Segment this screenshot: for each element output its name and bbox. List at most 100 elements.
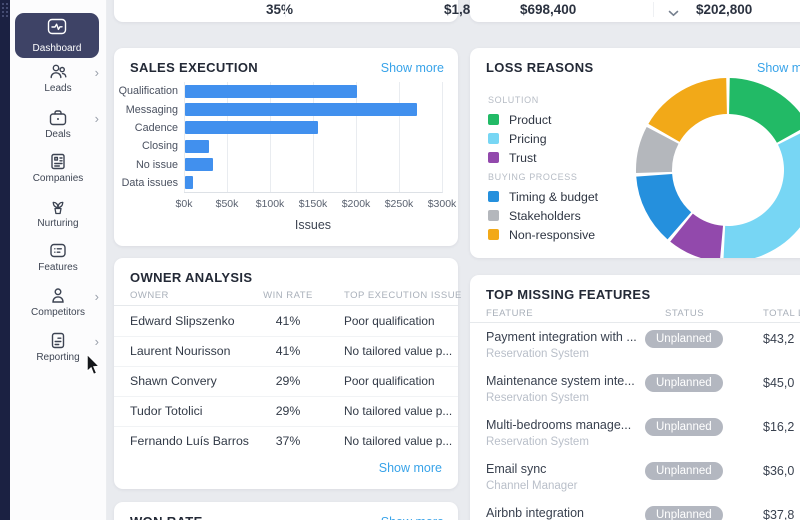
feature-name: Payment integration with ... — [486, 330, 637, 344]
sidebar-nav: Dashboard Leads › D — [10, 0, 107, 520]
owner-table-row[interactable]: Tudor Totolici 29% No tailored value p... — [114, 396, 458, 427]
column-header-win-rate: WIN RATE — [263, 290, 313, 301]
x-tick-label: $0k — [175, 198, 193, 210]
divider — [114, 305, 458, 306]
legend-swatch — [488, 114, 499, 125]
legend-label: Product — [509, 112, 552, 127]
stat-value: $698,400 — [520, 2, 577, 17]
legend-swatch — [488, 133, 499, 144]
x-tick-label: $50k — [215, 198, 239, 210]
chevron-right-icon: › — [94, 111, 99, 126]
feature-category: Reservation System — [486, 436, 589, 448]
sidebar-item-reporting[interactable]: Reporting › — [10, 331, 106, 363]
feature-table-row[interactable]: Maintenance system inte... Reservation Sy… — [470, 371, 800, 415]
card-title: WON RATE — [130, 514, 203, 520]
legend-item: Timing & budget — [488, 187, 598, 206]
x-tick-label: $200k — [341, 198, 371, 210]
bar-data-issues — [185, 176, 193, 190]
sidebar-item-competitors[interactable]: Competitors › — [10, 286, 106, 318]
sidebar-item-leads[interactable]: Leads › — [10, 62, 106, 94]
x-tick-label: $150k — [298, 198, 328, 210]
owner-top-issue: No tailored value p... — [344, 434, 453, 448]
competitors-icon — [48, 286, 68, 305]
owner-table-row[interactable]: Fernando Luís Barros 37% No tailored value… — [114, 426, 458, 456]
owner-top-issue: No tailored value p... — [344, 404, 453, 418]
owner-win-rate: 37% — [275, 434, 301, 448]
sidebar-item-label: Competitors — [31, 307, 85, 318]
nurturing-icon — [48, 197, 68, 216]
divider — [653, 2, 654, 17]
owner-name: Laurent Nourisson — [130, 344, 231, 358]
feature-table-row[interactable]: Multi-bedrooms manage... Reservation Syst… — [470, 415, 800, 459]
owner-top-issue: Poor qualification — [344, 374, 435, 388]
feature-table-row[interactable]: Airbnb integration Unplanned $37,8 — [470, 503, 800, 520]
owner-win-rate: 41% — [275, 314, 301, 328]
feature-table-row[interactable]: Payment integration with ... Reservation … — [470, 327, 800, 371]
sidebar-item-features[interactable]: Features — [10, 241, 106, 273]
legend-label: Trust — [509, 150, 537, 165]
x-axis-label: Issues — [294, 218, 332, 232]
donut-legend: SOLUTION Product Pricing Trust BUYING PROCES… — [488, 90, 598, 244]
sidebar-item-deals[interactable]: Deals › — [10, 108, 106, 140]
owner-analysis-card: OWNER ANALYSIS OWNER WIN RATE TOP EXECUT… — [114, 258, 461, 489]
owner-analysis-show-more-link[interactable]: Show more — [378, 461, 442, 475]
loss-reasons-show-more-link[interactable]: Show more — [757, 61, 800, 75]
feature-name: Airbnb integration — [486, 506, 584, 520]
top-missing-features-card: TOP MISSING FEATURES FEATURE STATUS TOTA… — [470, 275, 800, 520]
legend-label: Stakeholders — [509, 208, 581, 223]
owner-table-row[interactable]: Edward Slipszenko 41% Poor qualification — [114, 306, 458, 337]
bar-category-label: Cadence — [134, 121, 178, 134]
bar-messaging — [185, 103, 418, 116]
divider — [285, 2, 286, 17]
feature-name: Email sync — [486, 462, 547, 476]
stat-value: $202,800 — [696, 2, 753, 17]
owner-table-row[interactable]: Shawn Convery 29% Poor qualification — [114, 366, 458, 397]
owner-table-row[interactable]: Laurent Nourisson 41% No tailored value p.… — [114, 336, 458, 367]
bar-category-label: Messaging — [125, 103, 178, 116]
chevron-right-icon: › — [94, 289, 99, 304]
legend-group-heading: BUYING PROCESS — [488, 172, 578, 182]
legend-item: Non-responsive — [488, 225, 598, 244]
sidebar-item-label: Dashboard — [32, 42, 82, 54]
chevron-down-icon — [668, 4, 679, 22]
sales-execution-show-more-link[interactable]: Show more — [380, 61, 444, 75]
loss-reasons-card: LOSS REASONS Show more SOLUTION Product Pr… — [470, 48, 800, 258]
bar-no-issue — [185, 158, 214, 171]
sidebar-item-dashboard[interactable]: Dashboard — [15, 13, 99, 58]
bar-closing — [185, 139, 210, 153]
bar-category-label: Closing — [141, 140, 178, 153]
won-rate-show-more-link[interactable]: Show more — [381, 515, 444, 520]
sidebar-item-nurturing[interactable]: Nurturing — [10, 197, 106, 229]
bar-category-label: No issue — [135, 158, 178, 171]
loss-reasons-donut-chart — [636, 78, 800, 258]
status-badge: Unplanned — [645, 506, 723, 520]
feature-total-lost: $37,8 — [763, 508, 795, 520]
sidebar-item-companies[interactable]: Companies — [10, 152, 106, 184]
status-badge: Unplanned — [645, 330, 723, 348]
x-tick-label: $100k — [255, 198, 285, 210]
won-rate-card: WON RATE Show more — [114, 502, 458, 520]
feature-category: Channel Manager — [486, 480, 578, 492]
feature-name: Maintenance system inte... — [486, 374, 635, 388]
sidebar-item-label: Deals — [45, 129, 71, 140]
bar-chart-plot — [184, 82, 443, 193]
column-header-top-execution-issue: TOP EXECUTION ISSUE — [344, 290, 462, 301]
sidebar-item-label: Companies — [32, 173, 84, 184]
donut-segment-pricing — [723, 133, 800, 258]
bar-category-label: Qualification — [118, 85, 178, 98]
bar-category-label: Data issues — [121, 176, 178, 189]
owner-top-issue: Poor qualification — [344, 314, 435, 328]
owner-name: Edward Slipszenko — [130, 314, 235, 328]
bar-qualification — [185, 84, 357, 98]
chevron-right-icon: › — [94, 334, 99, 349]
donut-segment-non-responsive — [648, 78, 727, 142]
column-header-status: STATUS — [665, 308, 705, 319]
legend-label: Timing & budget — [509, 189, 599, 204]
status-badge: Unplanned — [645, 418, 723, 436]
companies-icon — [48, 152, 68, 171]
column-header-total-lost: TOTAL LOST — [763, 308, 800, 319]
feature-table-row[interactable]: Email sync Channel Manager Unplanned $36,0 — [470, 459, 800, 503]
deals-icon — [48, 108, 68, 127]
legend-item: Product — [488, 110, 598, 129]
